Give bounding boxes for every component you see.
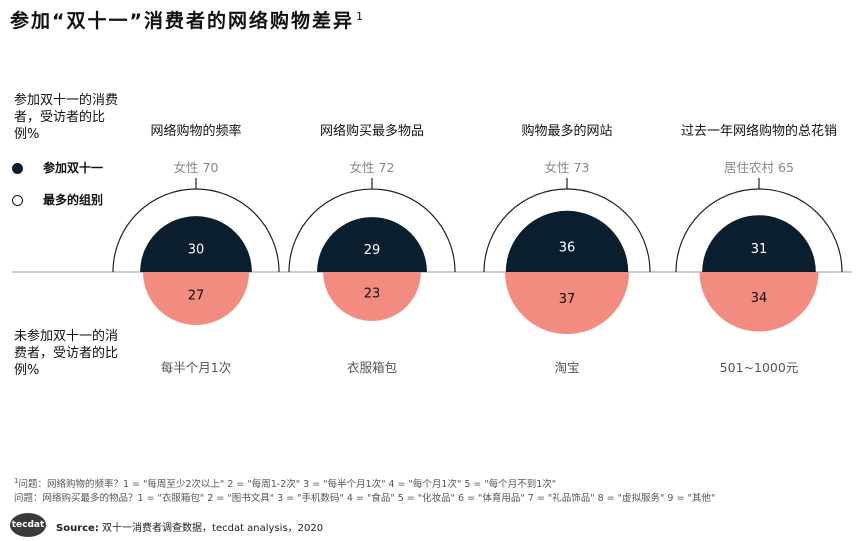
participants-semicircle — [317, 217, 427, 272]
non-participants-value-label: 23 — [364, 287, 381, 302]
participants-value-label: 31 — [751, 242, 768, 257]
non-participants-value-label: 34 — [751, 291, 768, 306]
tecdat-logo: tecdat — [10, 513, 46, 537]
panel-title: 网络购物的频率 — [150, 123, 241, 139]
legend-item-participants: 参加双十一 — [12, 160, 105, 177]
non-participants-semicircle — [504, 272, 630, 335]
open-circle-icon — [12, 195, 23, 206]
non-participants-value-label: 27 — [188, 288, 205, 303]
non-participants-semicircle — [142, 272, 250, 325]
bottom-group-label: 每半个月1次 — [161, 360, 231, 375]
participants-semicircle — [505, 210, 629, 272]
footnote: 1问题：网络购物的频率？1 = "每周至少2次以上" 2 = "每周1-2次" … — [14, 477, 716, 505]
top-group-label: 女性 72 — [350, 160, 395, 175]
panel-title: 网络购买最多物品 — [320, 123, 424, 139]
top-group-label: 女性 70 — [174, 160, 219, 175]
participants-value-label: 36 — [559, 240, 576, 255]
legend-label: 参加双十一 — [43, 161, 104, 175]
non-participants-semicircle — [323, 272, 421, 321]
participants-value-label: 30 — [188, 243, 205, 258]
bottom-group-label: 501~1000元 — [720, 360, 799, 375]
chart-title: 参加“双十一”消费者的网络购物差异 1 — [10, 9, 365, 32]
source-note: Source: 双十一消费者调查数据，tecdat analysis，2020 — [56, 523, 324, 534]
participants-semicircle — [702, 215, 816, 272]
top-group-arc — [288, 188, 456, 273]
legend-label: 最多的组别 — [43, 193, 104, 207]
bottom-group-label: 淘宝 — [554, 360, 579, 375]
panel-title: 购物最多的网站 — [521, 123, 612, 139]
top-group-label: 女性 73 — [545, 160, 590, 175]
panel-title: 过去一年网络购物的总花销 — [681, 123, 837, 139]
top-group-label: 居住农村 65 — [724, 160, 794, 175]
top-group-arc — [483, 188, 651, 273]
participants-semicircle — [140, 216, 252, 272]
non-participants-value-label: 37 — [559, 292, 576, 307]
top-group-arc — [112, 188, 280, 273]
bottom-group-label: 衣服箱包 — [347, 360, 397, 375]
non-participants-semicircle — [699, 272, 819, 332]
participants-axis-label: 参加双十一的消费者，受访者的比例% — [14, 93, 119, 142]
legend-item-top-group: 最多的组别 — [12, 192, 105, 209]
non-participants-axis-label: 未参加双十一的消费者，受访者的比例% — [14, 329, 119, 378]
filled-circle-icon — [12, 163, 23, 174]
participants-value-label: 29 — [364, 243, 381, 258]
top-group-arc — [675, 188, 843, 273]
